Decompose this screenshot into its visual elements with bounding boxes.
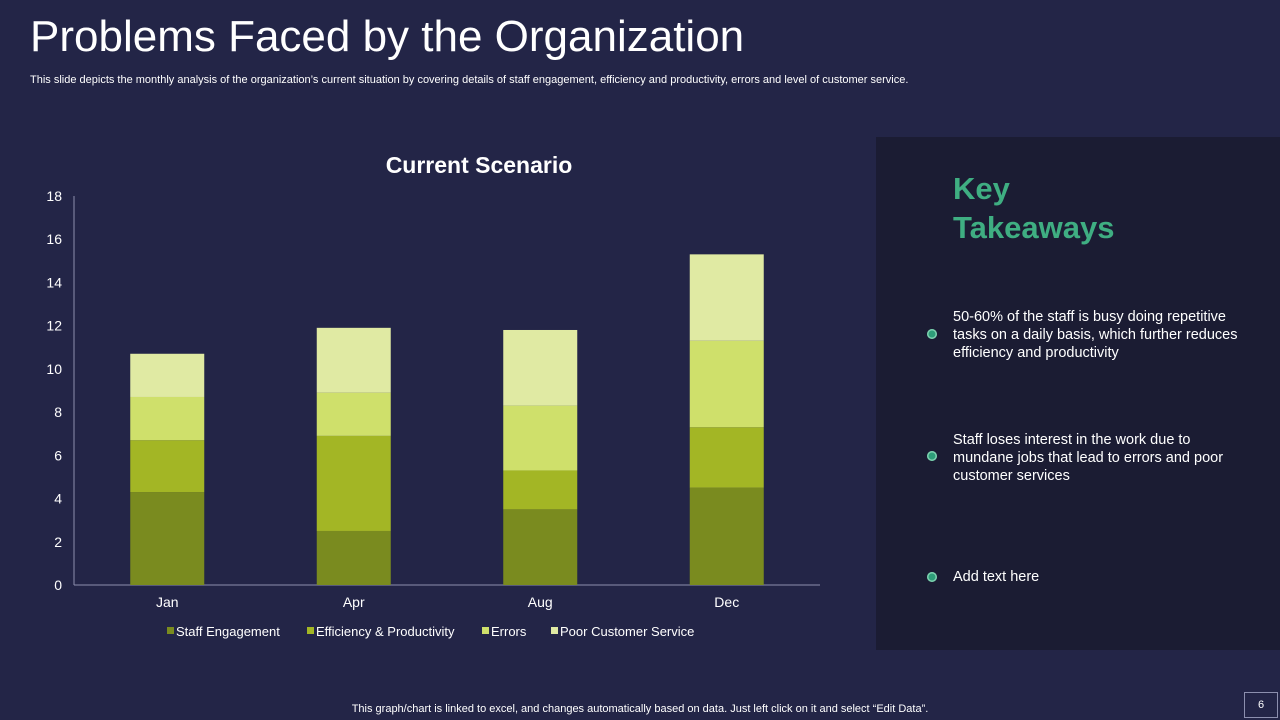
page-title: Problems Faced by the Organization — [30, 12, 745, 61]
legend-swatch — [482, 627, 489, 634]
x-tick-label: Dec — [714, 594, 739, 610]
bar-apr-series-1 — [316, 530, 391, 585]
bar-apr-series-2 — [316, 435, 391, 531]
y-tick-label: 18 — [46, 188, 62, 204]
bar-apr-series-3 — [316, 392, 391, 436]
bar-jan-series-2 — [130, 440, 205, 493]
bullet-dot-icon — [927, 451, 937, 461]
y-tick-label: 0 — [54, 577, 62, 593]
chart-title: Current Scenario — [385, 152, 573, 178]
bar-jan-series-3 — [130, 396, 205, 441]
legend-swatch — [551, 627, 558, 634]
bar-dec-series-3 — [689, 340, 764, 428]
legend-label: Efficiency & Productivity — [316, 624, 455, 639]
x-tick-label: Jan — [156, 594, 179, 610]
bar-dec-series-4 — [689, 254, 764, 341]
key-takeaways-panel: Key Takeaways 50-60% of the staff is bus… — [876, 137, 1280, 650]
legend-swatch — [167, 627, 174, 634]
key-takeaways-title-line1: Key — [953, 171, 1010, 206]
legend-swatch — [307, 627, 314, 634]
footer-note: This graph/chart is linked to excel, and… — [351, 703, 929, 715]
bar-dec-series-2 — [689, 427, 764, 488]
takeaway-item-1: 50-60% of the staff is busy doing repeti… — [953, 309, 1238, 361]
page-subtitle: This slide depicts the monthly analysis … — [30, 74, 909, 86]
legend-label: Poor Customer Service — [560, 624, 694, 639]
x-tick-label: Aug — [528, 594, 553, 610]
y-tick-label: 8 — [54, 404, 62, 420]
x-tick-label: Apr — [343, 594, 365, 610]
bar-dec-series-1 — [689, 487, 764, 585]
takeaway-item-2: Staff loses interest in the work due to … — [953, 432, 1224, 484]
bar-aug-series-3 — [503, 405, 578, 471]
bullet-dot-icon — [927, 572, 937, 582]
y-tick-label: 2 — [54, 534, 62, 550]
bar-aug-series-1 — [503, 509, 578, 585]
bar-apr-series-4 — [316, 327, 391, 393]
y-tick-label: 6 — [54, 447, 62, 463]
takeaway-item-3: Add text here — [953, 569, 1040, 585]
bar-jan-series-4 — [130, 353, 205, 397]
legend-label: Errors — [491, 624, 527, 639]
y-tick-label: 4 — [54, 491, 62, 507]
bar-aug-series-2 — [503, 470, 578, 510]
stacked-bar-chart[interactable]: 0 2 4 6 8 10 12 14 16 18 Jan Apr Aug Dec Staff Engagem… — [0, 0, 960, 660]
page-number: 6 — [1244, 692, 1278, 718]
bar-aug-series-4 — [503, 329, 578, 406]
y-tick-label: 10 — [46, 361, 62, 377]
y-tick-label: 16 — [46, 231, 62, 247]
key-takeaways-title: Key Takeaways — [953, 169, 1114, 247]
y-tick-label: 14 — [46, 274, 62, 290]
y-tick-label: 12 — [46, 318, 62, 334]
legend-label: Staff Engagement — [176, 624, 280, 639]
bullet-dot-icon — [927, 329, 937, 339]
key-takeaways-title-line2: Takeaways — [953, 210, 1115, 245]
bar-jan-series-1 — [130, 492, 205, 585]
